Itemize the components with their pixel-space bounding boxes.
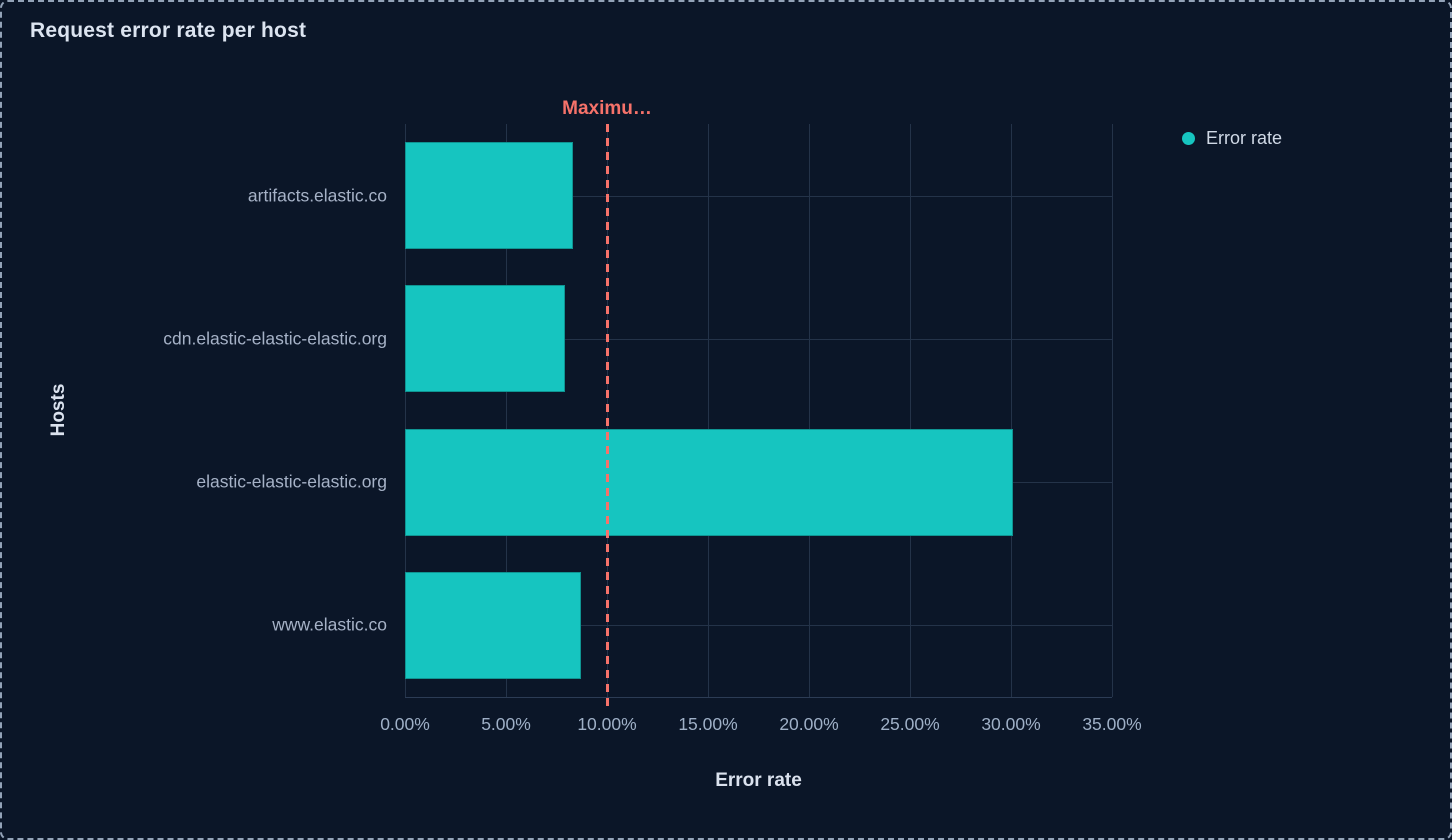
x-tick-label: 35.00% bbox=[1082, 714, 1142, 734]
gridline-horizontal bbox=[405, 625, 1112, 627]
annotation-max-error-line bbox=[605, 124, 609, 707]
gridline-horizontal bbox=[405, 338, 1112, 340]
panel-title: Request error rate per host bbox=[30, 19, 307, 42]
x-tick-label: 0.00% bbox=[380, 714, 430, 734]
gridline-vertical bbox=[1112, 124, 1113, 697]
x-tick-label: 15.00% bbox=[678, 714, 738, 734]
gridline-vertical bbox=[708, 124, 709, 697]
x-tick-label: 30.00% bbox=[981, 714, 1041, 734]
y-category-label: elastic-elastic-elastic.org bbox=[196, 471, 387, 492]
x-axis-ticks: 0.00% 5.00% 10.00% 15.00% 20.00% 25.00% 30.00%… bbox=[380, 714, 1141, 742]
gridline-vertical bbox=[1011, 124, 1012, 697]
legend-label: Error rate bbox=[1206, 128, 1283, 148]
x-tick-label: 5.00% bbox=[481, 714, 531, 734]
gridline-vertical bbox=[405, 124, 406, 697]
x-axis-title: Error rate bbox=[715, 770, 802, 791]
x-tick-label: 25.00% bbox=[880, 714, 940, 734]
x-tick-label: 10.00% bbox=[577, 714, 637, 734]
bar-cdn.elastic-elastic-elastic.org[interactable] bbox=[405, 285, 565, 393]
legend-item-error-rate[interactable]: Error rate bbox=[1182, 128, 1282, 149]
y-axis-labels: artifacts.elastic.co cdn.elastic-elastic-… bbox=[2, 124, 387, 697]
annotation-label: Maximu… bbox=[562, 98, 652, 119]
gridline-horizontal bbox=[405, 195, 1112, 197]
bar-www.elastic.co[interactable] bbox=[405, 571, 581, 679]
bar-artifacts.elastic.co[interactable] bbox=[405, 142, 573, 250]
y-category-label: www.elastic.co bbox=[272, 614, 387, 635]
y-category-label: artifacts.elastic.co bbox=[247, 185, 387, 206]
bar-elastic-elastic-elastic.org[interactable] bbox=[405, 428, 1014, 536]
gridline-vertical bbox=[910, 124, 911, 697]
gridline-vertical bbox=[506, 124, 507, 697]
gridline-vertical bbox=[809, 124, 810, 697]
x-tick-label: 20.00% bbox=[779, 714, 839, 734]
x-axis-line bbox=[405, 697, 1112, 698]
plot-area bbox=[405, 124, 1113, 707]
y-category-label: cdn.elastic-elastic-elastic.org bbox=[163, 328, 387, 349]
legend-dot-icon bbox=[1182, 132, 1195, 145]
